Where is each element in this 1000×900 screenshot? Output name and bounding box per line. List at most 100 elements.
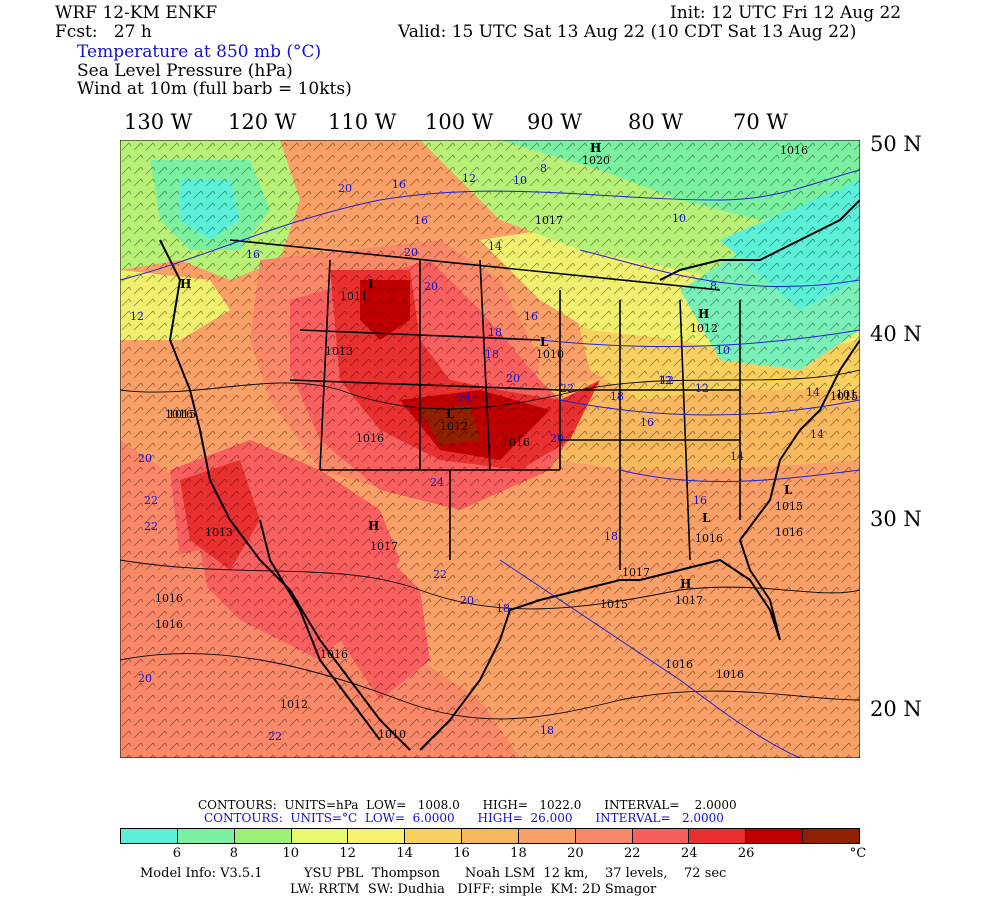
temp-label: 16 bbox=[693, 494, 707, 507]
temp-label: 12 bbox=[658, 374, 672, 387]
slp-label: 1016 bbox=[775, 526, 803, 539]
colorbar-cell bbox=[518, 829, 576, 843]
slp-label: 1016 bbox=[320, 648, 348, 661]
slp-label: 1017 bbox=[535, 214, 563, 227]
colorbar-cell bbox=[462, 829, 519, 843]
temp-label: 16 bbox=[414, 214, 428, 227]
colorbar-cell bbox=[689, 829, 747, 843]
temp-label: 22 bbox=[144, 520, 158, 533]
colorbar-cell bbox=[575, 829, 633, 843]
lat-label-30n: 30 N bbox=[870, 507, 922, 531]
colorbar-tick-label: 22 bbox=[624, 846, 641, 861]
lat-label-40n: 40 N bbox=[870, 322, 922, 346]
temp-label: 12 bbox=[660, 374, 674, 387]
slp-label: 1016 bbox=[155, 592, 183, 605]
temp-label: 20 bbox=[138, 452, 152, 465]
lon-label-130w: 130 W bbox=[124, 110, 193, 134]
temp-label: 14 bbox=[488, 240, 502, 253]
temp-label: 16 bbox=[392, 178, 406, 191]
temp-label: 20 bbox=[338, 182, 352, 195]
field-wind: Wind at 10m (full barb = 10kts) bbox=[77, 79, 352, 99]
colorbar-tick-label: 6 bbox=[172, 846, 182, 861]
colorbar-tick-label: 26 bbox=[737, 846, 755, 861]
field-temperature: Temperature at 850 mb (°C) bbox=[77, 42, 322, 62]
slp-label: 1016 bbox=[780, 144, 808, 157]
low-marker: L bbox=[446, 407, 455, 421]
pressure-contours bbox=[120, 369, 860, 720]
colorbar-tick-label: 8 bbox=[229, 846, 238, 861]
model-info: Model Info: V3.5.1 YSU PBL Thompson Noah… bbox=[140, 866, 727, 881]
colorbar-tick-label: 18 bbox=[510, 846, 527, 861]
temp-label: 16 bbox=[640, 416, 654, 429]
colorbar-cell bbox=[803, 829, 859, 843]
temp-label: 10 bbox=[513, 174, 527, 187]
high-marker: H bbox=[180, 277, 191, 291]
colorbar-cell bbox=[632, 829, 690, 843]
low-marker: L bbox=[368, 277, 377, 291]
slp-label: 1015 bbox=[830, 390, 858, 403]
lon-label-80w: 80 W bbox=[628, 110, 683, 134]
temp-label: 8 bbox=[540, 162, 547, 175]
high-marker: H bbox=[368, 519, 379, 533]
slp-label: 1017 bbox=[675, 594, 703, 607]
low-marker: L bbox=[540, 335, 549, 349]
slp-label: 1011 bbox=[340, 290, 368, 303]
colorbar-cell bbox=[291, 829, 349, 843]
slp-label: 1010 bbox=[536, 348, 564, 361]
slp-label: 1017 bbox=[622, 566, 650, 579]
colorbar-tick-label: 12 bbox=[339, 846, 356, 861]
temp-label: 16 bbox=[246, 248, 260, 261]
temperature-colorbar bbox=[120, 828, 860, 844]
temp-label: 8 bbox=[710, 280, 717, 293]
colorbar-cell bbox=[177, 829, 235, 843]
temp-label: 12 bbox=[462, 172, 476, 185]
lon-label-110w: 110 W bbox=[328, 110, 397, 134]
colorbar-cell bbox=[121, 829, 178, 843]
slp-label: 1020 bbox=[582, 154, 610, 167]
temp-label: 14 bbox=[810, 428, 824, 441]
colorbar-cell bbox=[405, 829, 463, 843]
slp-label: 1016 bbox=[155, 618, 183, 631]
temp-label: 14 bbox=[806, 386, 820, 399]
lon-label-90w: 90 W bbox=[527, 110, 582, 134]
field-pressure: Sea Level Pressure (hPa) bbox=[77, 61, 293, 81]
colorbar-cell bbox=[348, 829, 406, 843]
temp-label: 18 bbox=[604, 530, 618, 543]
temperature-labels: 20 16 12 10 8 10 16 14 20 16 16 18 20 18… bbox=[130, 162, 824, 743]
slp-label: 1013 bbox=[325, 345, 353, 358]
colorbar-cell bbox=[234, 829, 292, 843]
wind-barbs bbox=[120, 140, 860, 758]
weather-map: 1020 1016 1017 1011 1012 1013 1010 1015 … bbox=[120, 140, 860, 758]
temp-label: 22 bbox=[560, 382, 574, 395]
colorbar-tick-label: 10 bbox=[282, 846, 300, 861]
temp-label: 10 bbox=[716, 344, 730, 357]
slp-label: 1015 bbox=[775, 500, 803, 513]
temp-label: 18 bbox=[610, 390, 624, 403]
slp-label: 1012 bbox=[280, 698, 308, 711]
temp-label: 12 bbox=[695, 382, 709, 395]
lat-label-50n: 50 N bbox=[870, 132, 922, 156]
temp-label: 14 bbox=[730, 450, 744, 463]
state-borders bbox=[229, 239, 741, 570]
temp-label: 20 bbox=[506, 372, 520, 385]
temp-label: 24 bbox=[457, 392, 471, 405]
colorbar-unit: °C bbox=[849, 846, 867, 861]
slp-label: 1016 bbox=[695, 532, 723, 545]
slp-label: 1016 bbox=[716, 668, 744, 681]
temp-label: 18 bbox=[496, 602, 510, 615]
slp-label: 1015 bbox=[168, 408, 196, 421]
slp-contour-info: CONTOURS: UNITS=hPa LOW= 1008.0 HIGH= 10… bbox=[198, 798, 737, 812]
colorbar-tick-label: 16 bbox=[453, 846, 470, 861]
colorbar-cell bbox=[746, 829, 804, 843]
temp-label: 10 bbox=[672, 212, 686, 225]
temp-label: 22 bbox=[433, 568, 447, 581]
temp-label: 24 bbox=[430, 476, 444, 489]
colorbar-tick-label: 24 bbox=[680, 846, 698, 861]
temp-label: 22 bbox=[144, 494, 158, 507]
slp-label: 101 bbox=[836, 388, 857, 401]
temp-label: 12 bbox=[130, 310, 144, 323]
temp-label: 18 bbox=[540, 724, 554, 737]
slp-label: 1013 bbox=[205, 526, 233, 539]
temp-label: 22 bbox=[268, 730, 282, 743]
pressure-labels: 1020 1016 1017 1011 1012 1013 1010 1015 … bbox=[155, 144, 858, 741]
